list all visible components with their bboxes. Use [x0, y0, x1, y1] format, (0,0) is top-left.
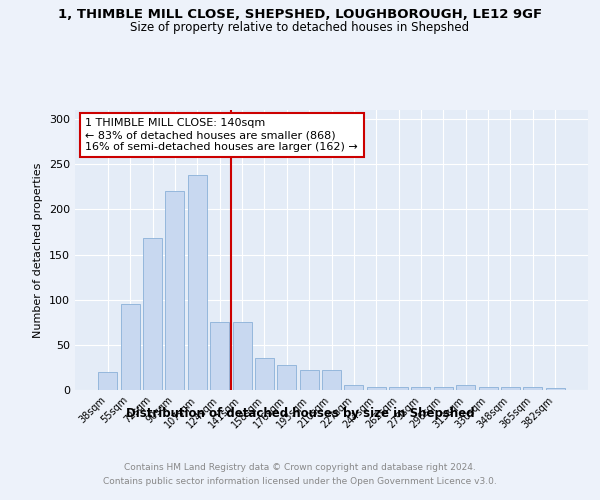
Bar — [479, 388, 497, 390]
Text: Distribution of detached houses by size in Shepshed: Distribution of detached houses by size … — [125, 408, 475, 420]
Bar — [344, 386, 364, 390]
Bar — [322, 370, 341, 390]
Bar — [501, 388, 520, 390]
Text: 1, THIMBLE MILL CLOSE, SHEPSHED, LOUGHBOROUGH, LE12 9GF: 1, THIMBLE MILL CLOSE, SHEPSHED, LOUGHBO… — [58, 8, 542, 20]
Bar — [412, 388, 430, 390]
Bar — [523, 388, 542, 390]
Bar — [166, 192, 184, 390]
Bar — [434, 388, 453, 390]
Text: Contains public sector information licensed under the Open Government Licence v3: Contains public sector information licen… — [103, 478, 497, 486]
Bar — [98, 372, 118, 390]
Bar — [255, 358, 274, 390]
Y-axis label: Number of detached properties: Number of detached properties — [34, 162, 43, 338]
Bar — [456, 386, 475, 390]
Bar — [389, 388, 408, 390]
Bar — [121, 304, 140, 390]
Bar — [299, 370, 319, 390]
Bar — [233, 322, 251, 390]
Bar — [210, 322, 229, 390]
Bar — [277, 364, 296, 390]
Text: 1 THIMBLE MILL CLOSE: 140sqm
← 83% of detached houses are smaller (868)
16% of s: 1 THIMBLE MILL CLOSE: 140sqm ← 83% of de… — [85, 118, 358, 152]
Bar — [143, 238, 162, 390]
Text: Contains HM Land Registry data © Crown copyright and database right 2024.: Contains HM Land Registry data © Crown c… — [124, 462, 476, 471]
Text: Size of property relative to detached houses in Shepshed: Size of property relative to detached ho… — [130, 21, 470, 34]
Bar — [545, 388, 565, 390]
Bar — [188, 175, 207, 390]
Bar — [367, 388, 386, 390]
